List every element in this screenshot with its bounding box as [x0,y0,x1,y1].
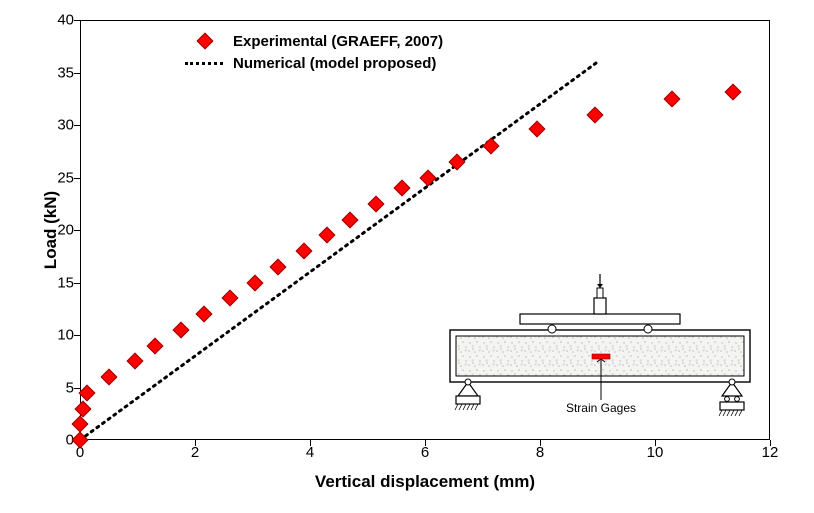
x-tick-label: 12 [755,444,785,461]
y-tick-label: 35 [40,64,74,81]
beam-test-diagram: Strain Gages [440,270,760,420]
y-axis-label: Load (kN) [41,191,61,269]
svg-text:Strain Gages: Strain Gages [566,401,636,415]
y-tick-label: 25 [40,169,74,186]
x-tick-label: 4 [295,444,325,461]
y-tick-label: 40 [40,12,74,29]
dotted-line-icon [185,62,223,65]
legend-item-numerical: Numerical (model proposed) [185,52,443,74]
x-tick-label: 6 [410,444,440,461]
x-tick-label: 0 [65,444,95,461]
diamond-marker-icon [197,33,214,50]
x-tick-label: 10 [640,444,670,461]
chart-legend: Experimental (GRAEFF, 2007) Numerical (m… [185,30,443,74]
legend-item-experimental: Experimental (GRAEFF, 2007) [185,30,443,52]
load-displacement-chart: 0510152025303540 024681012 Load (kN) Ver… [0,0,814,513]
y-tick-label: 10 [40,327,74,344]
y-tick-label: 5 [40,379,74,396]
x-axis-label: Vertical displacement (mm) [80,472,770,492]
legend-label: Numerical (model proposed) [233,55,436,72]
legend-label: Experimental (GRAEFF, 2007) [233,33,443,50]
x-tick-label: 8 [525,444,555,461]
x-tick-label: 2 [180,444,210,461]
y-tick-label: 15 [40,274,74,291]
y-tick-label: 30 [40,117,74,134]
